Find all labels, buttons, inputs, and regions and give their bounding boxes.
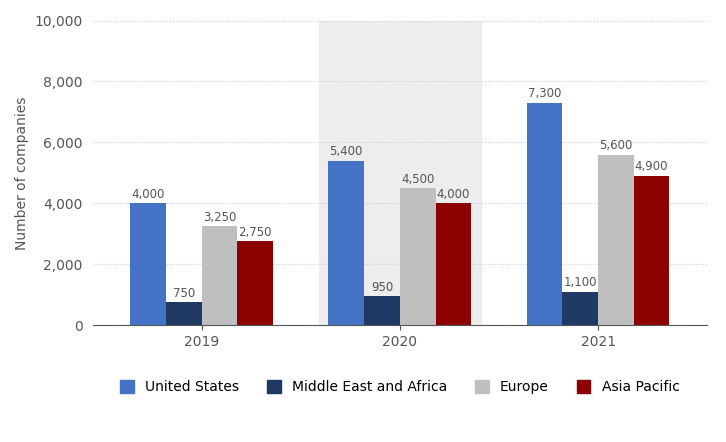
Y-axis label: Number of companies: Number of companies — [15, 96, 29, 250]
Bar — [328, 160, 364, 325]
Text: 4,000: 4,000 — [131, 188, 165, 201]
Text: 4,500: 4,500 — [401, 173, 434, 186]
Text: 7,300: 7,300 — [528, 88, 561, 100]
Bar — [634, 176, 669, 325]
Text: 1,100: 1,100 — [563, 276, 597, 289]
Text: 4,900: 4,900 — [635, 160, 669, 173]
Bar — [130, 203, 166, 325]
Bar — [400, 188, 436, 325]
Bar — [364, 296, 400, 325]
Bar — [237, 241, 273, 325]
Text: 5,600: 5,600 — [599, 139, 632, 152]
Bar — [436, 203, 471, 325]
Text: 5,400: 5,400 — [330, 145, 363, 158]
Bar — [202, 226, 237, 325]
Text: 950: 950 — [371, 281, 393, 294]
Text: 4,000: 4,000 — [436, 188, 470, 201]
Legend: United States, Middle East and Africa, Europe, Asia Pacific: United States, Middle East and Africa, E… — [115, 375, 685, 400]
Bar — [319, 20, 481, 325]
Bar — [166, 302, 202, 325]
Text: 750: 750 — [173, 287, 195, 300]
Text: 3,250: 3,250 — [203, 211, 236, 224]
Text: 2,750: 2,750 — [238, 226, 272, 239]
Bar — [526, 103, 563, 325]
Bar — [598, 155, 634, 325]
Bar — [563, 292, 598, 325]
